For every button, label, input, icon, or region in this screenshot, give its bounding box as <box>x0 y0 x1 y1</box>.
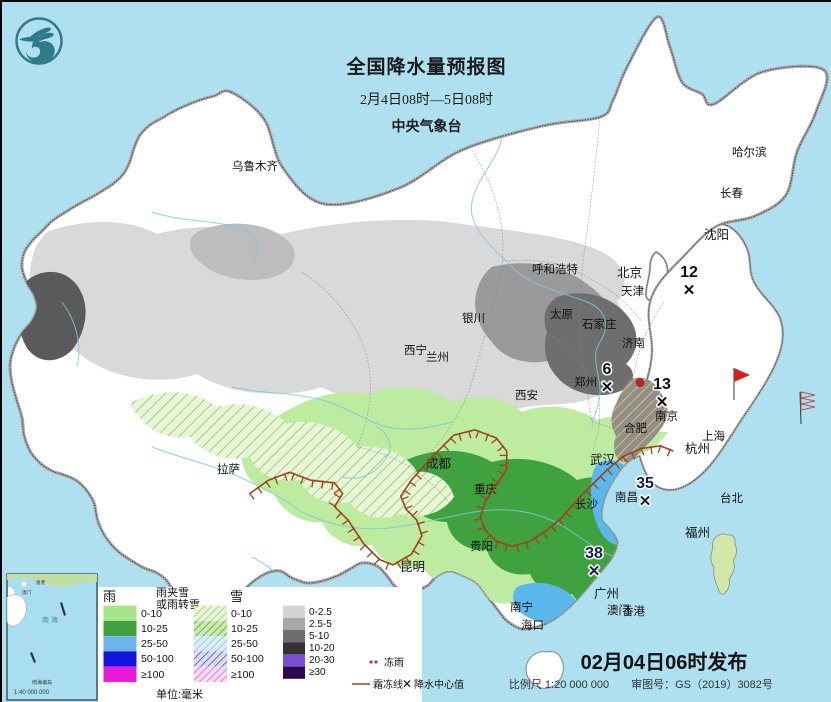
svg-text:5-10: 5-10 <box>309 631 329 642</box>
svg-text:12: 12 <box>680 264 698 281</box>
svg-text:冻雨: 冻雨 <box>384 656 404 669</box>
svg-text:西宁: 西宁 <box>404 343 427 357</box>
svg-text:1:40 000 000: 1:40 000 000 <box>14 690 50 696</box>
svg-text:50-100: 50-100 <box>231 653 264 665</box>
svg-text:武汉: 武汉 <box>590 453 616 467</box>
svg-text:≥100: ≥100 <box>141 669 164 681</box>
svg-text:≥100: ≥100 <box>231 669 254 681</box>
svg-text:✕: ✕ <box>588 563 601 580</box>
svg-text:兰州: 兰州 <box>426 351 449 364</box>
svg-text:沈阳: 沈阳 <box>704 227 729 242</box>
svg-text:合肥: 合肥 <box>624 421 647 435</box>
svg-text:雨夹雪: 雨夹雪 <box>156 586 189 599</box>
svg-text:南海诸岛: 南海诸岛 <box>32 679 52 686</box>
svg-text:20-30: 20-30 <box>309 655 335 666</box>
svg-text:南昌: 南昌 <box>615 490 638 504</box>
svg-text:6: 6 <box>603 361 612 378</box>
svg-text:0-2.5: 0-2.5 <box>309 607 332 618</box>
svg-text:太原: 太原 <box>550 308 573 321</box>
svg-text:50-100: 50-100 <box>141 653 174 665</box>
svg-text:拉萨: 拉萨 <box>217 462 240 476</box>
svg-text:单位:毫米: 单位:毫米 <box>156 687 203 701</box>
svg-text:哈尔滨: 哈尔滨 <box>732 145 767 159</box>
svg-text:南 海: 南 海 <box>42 615 58 624</box>
svg-text:北京: 北京 <box>617 266 642 280</box>
svg-text:雪: 雪 <box>230 589 243 604</box>
svg-text:贵阳: 贵阳 <box>470 540 493 553</box>
svg-text:降水中心值: 降水中心值 <box>414 678 464 691</box>
svg-text:✕: ✕ <box>402 677 412 691</box>
svg-text:澳门: 澳门 <box>22 589 31 596</box>
svg-text:0-10: 0-10 <box>231 608 252 620</box>
svg-text:西安: 西安 <box>515 388 538 402</box>
svg-text:2.5-5: 2.5-5 <box>309 619 332 630</box>
svg-text:南宁: 南宁 <box>510 600 533 614</box>
svg-text:10-25: 10-25 <box>141 623 168 635</box>
svg-text:海口: 海口 <box>521 618 544 632</box>
svg-text:郑州: 郑州 <box>574 375 597 389</box>
svg-text:38: 38 <box>585 545 603 562</box>
svg-text:10-25: 10-25 <box>231 623 258 635</box>
svg-text:上海: 上海 <box>702 429 725 443</box>
svg-text:✕: ✕ <box>601 379 614 396</box>
svg-text:香港: 香港 <box>622 605 645 618</box>
svg-text:广州: 广州 <box>594 587 619 601</box>
svg-text:呼和浩特: 呼和浩特 <box>532 262 578 276</box>
svg-text:35: 35 <box>636 475 654 492</box>
svg-text:10-20: 10-20 <box>309 643 335 654</box>
svg-text:南京: 南京 <box>655 409 678 423</box>
svg-text:✕: ✕ <box>639 493 652 510</box>
svg-text:昆明: 昆明 <box>400 560 425 574</box>
svg-text:霜冻线: 霜冻线 <box>373 678 403 691</box>
svg-text:13: 13 <box>653 376 671 393</box>
svg-text:银川: 银川 <box>462 311 485 325</box>
svg-text:济南: 济南 <box>622 336 645 350</box>
svg-text:✕: ✕ <box>683 282 696 299</box>
svg-text:≥30: ≥30 <box>309 667 326 678</box>
svg-text:02月04日06时发布: 02月04日06时发布 <box>581 650 748 674</box>
svg-text:✕: ✕ <box>656 394 669 411</box>
svg-text:25-50: 25-50 <box>141 638 168 650</box>
svg-text:25-50: 25-50 <box>231 638 258 650</box>
svg-text:比例尺 1:20 000 000: 比例尺 1:20 000 000 <box>509 677 609 691</box>
svg-text:0-10: 0-10 <box>141 608 162 620</box>
svg-text:福州: 福州 <box>685 525 710 540</box>
svg-text:台北: 台北 <box>720 491 743 505</box>
svg-text:杭州: 杭州 <box>685 441 710 456</box>
svg-text:长沙: 长沙 <box>575 498 598 511</box>
svg-text:审图号：GS（2019）3082号: 审图号：GS（2019）3082号 <box>631 677 773 691</box>
svg-text:天津: 天津 <box>621 285 644 298</box>
svg-text:乌鲁木齐: 乌鲁木齐 <box>232 159 278 173</box>
svg-text:雨: 雨 <box>103 589 116 604</box>
svg-text:石家庄: 石家庄 <box>582 317 617 331</box>
svg-text:长春: 长春 <box>720 187 743 200</box>
svg-text:或雨转雪: 或雨转雪 <box>156 597 200 611</box>
svg-text:香港: 香港 <box>36 579 45 586</box>
